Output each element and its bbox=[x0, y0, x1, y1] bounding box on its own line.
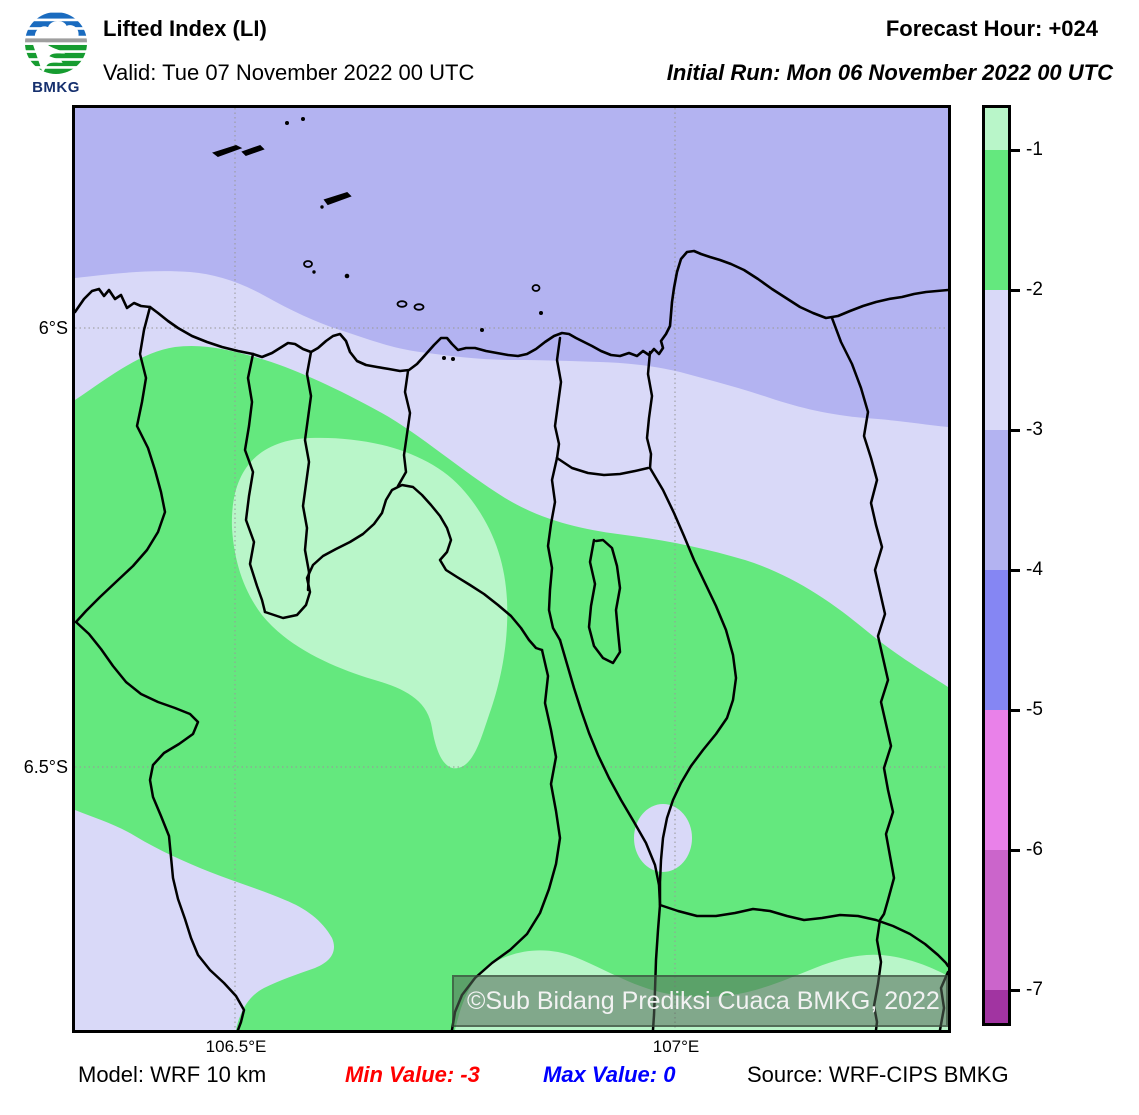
colorbar-tick bbox=[1011, 988, 1020, 992]
x-axis-label-106-5e: 106.5°E bbox=[205, 1037, 267, 1056]
forecast-hour: Forecast Hour: +024 bbox=[885, 16, 1098, 41]
colorbar-segment bbox=[985, 290, 1008, 430]
contour-fill-minus3-minus4-sea-band bbox=[75, 108, 948, 427]
model-label: Model: WRF 10 km bbox=[78, 1062, 267, 1087]
colorbar-tick-label: -1 bbox=[1026, 139, 1043, 160]
source-label: Source: WRF-CIPS BMKG bbox=[747, 1062, 1009, 1087]
colorbar-tick bbox=[1011, 288, 1020, 292]
colorbar-tick bbox=[1011, 568, 1020, 572]
islands bbox=[212, 117, 543, 361]
gridlines bbox=[75, 108, 948, 1030]
colorbar-tick-label: -2 bbox=[1026, 279, 1043, 300]
colorbar-segment bbox=[985, 430, 1008, 570]
contour-fill-lavender-tongue bbox=[75, 810, 335, 1030]
colorbar-segment bbox=[985, 108, 1008, 150]
coastline bbox=[75, 249, 948, 373]
colorbar-segments bbox=[985, 108, 1008, 1023]
colorbar-tick-label: -7 bbox=[1026, 979, 1043, 1000]
colorbar-tick bbox=[1011, 848, 1020, 852]
min-value-label: Min Value: -3 bbox=[345, 1062, 480, 1087]
colorbar-tick bbox=[1011, 428, 1020, 432]
map-canvas bbox=[75, 108, 948, 1030]
bmkg-logo-icon bbox=[24, 11, 88, 75]
contour-fill-0-minus1-mint-blob bbox=[231, 437, 508, 769]
colorbar-tick-label: -6 bbox=[1026, 839, 1043, 860]
colorbar-tick-label: -5 bbox=[1026, 699, 1043, 720]
colorbar-segment bbox=[985, 990, 1008, 1023]
colorbar bbox=[982, 105, 1011, 1026]
bmkg-logo-label: BMKG bbox=[32, 79, 80, 96]
colorbar-tick-label: -3 bbox=[1026, 419, 1043, 440]
map-frame bbox=[72, 105, 951, 1033]
y-axis-label-6-5s: 6.5°S bbox=[23, 757, 68, 777]
colorbar-segment bbox=[985, 850, 1008, 990]
x-axis-label-107e: 107°E bbox=[652, 1037, 700, 1056]
watermark-text: ©Sub Bidang Prediksi Cuaca BMKG, 2022 bbox=[467, 987, 940, 1015]
bmkg-logo: BMKG bbox=[20, 10, 92, 106]
y-axis-label-6s: 6°S bbox=[38, 318, 68, 338]
colorbar-tick-label: -4 bbox=[1026, 559, 1043, 580]
max-value-label: Max Value: 0 bbox=[543, 1062, 676, 1087]
watermark-box: ©Sub Bidang Prediksi Cuaca BMKG, 2022 bbox=[452, 975, 948, 1027]
page-title: Lifted Index (LI) bbox=[103, 16, 267, 41]
valid-datetime: Valid: Tue 07 November 2022 00 UTC bbox=[103, 60, 475, 85]
colorbar-segment bbox=[985, 150, 1008, 290]
colorbar-tick bbox=[1011, 708, 1020, 712]
colorbar-tick bbox=[1011, 148, 1020, 152]
initial-run: Initial Run: Mon 06 November 2022 00 UTC bbox=[666, 60, 1113, 85]
colorbar-segment bbox=[985, 570, 1008, 710]
colorbar-segment bbox=[985, 710, 1008, 850]
